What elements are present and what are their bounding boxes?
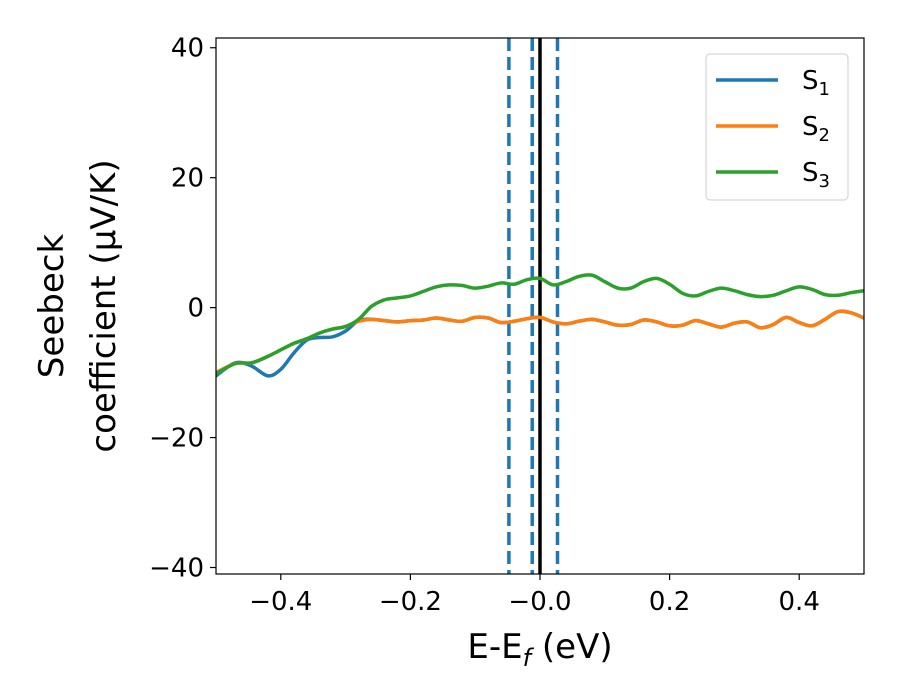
legend-label-s1: S1 (802, 66, 830, 100)
y-axis-ticks: 40 20 0 −20 −40 (149, 34, 216, 584)
legend-label-s2: S2 (802, 112, 830, 146)
y-axis-label: Seebeck coefficient (μV/K) (32, 159, 124, 452)
x-axis-label-main: E-E (467, 627, 522, 667)
series-line-s3 (216, 273, 864, 376)
x-tick-label: −0.0 (508, 587, 571, 617)
y-tick-label: 40 (171, 34, 204, 64)
x-tick-label: −0.2 (379, 587, 442, 617)
vertical-lines (507, 38, 560, 574)
x-tick-label: 0.2 (649, 587, 690, 617)
y-tick-label: 20 (171, 164, 204, 194)
y-tick-label: −20 (149, 424, 204, 454)
x-axis-label: E-Ef (eV) (467, 627, 612, 672)
x-axis-label-tail: (eV) (531, 627, 613, 667)
x-tick-label: 0.4 (779, 587, 820, 617)
series-lines (216, 273, 864, 378)
x-tick-label: −0.4 (249, 587, 312, 617)
y-axis-label-line2: coefficient (μV/K) (84, 159, 124, 452)
y-tick-label: 0 (187, 294, 204, 324)
y-tick-label: −40 (149, 554, 204, 584)
x-axis-ticks: −0.4 −0.2 −0.0 0.2 0.4 (249, 574, 820, 617)
legend-label-s3: S3 (802, 158, 830, 192)
legend: S1 S2 S3 (705, 53, 849, 201)
y-axis-label-line1: Seebeck (32, 234, 72, 379)
